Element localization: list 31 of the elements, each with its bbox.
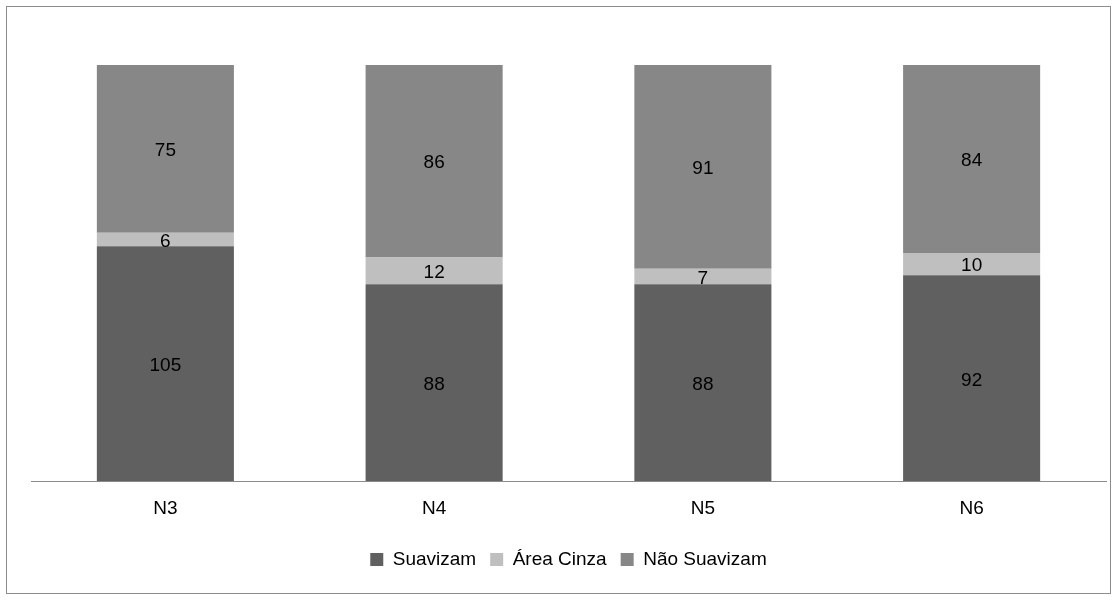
data-label: 86: [423, 151, 445, 173]
bar: [634, 65, 772, 269]
x-tick-label: N3: [153, 496, 178, 518]
data-label: 91: [692, 157, 714, 179]
bar: [365, 257, 503, 285]
x-tick-label: N4: [421, 496, 447, 518]
data-label: 6: [160, 229, 171, 251]
bar: [96, 65, 234, 233]
bar: [903, 65, 1041, 253]
data-label: 88: [692, 372, 714, 394]
data-label: 7: [697, 266, 709, 288]
bar: [634, 268, 772, 285]
data-label: 88: [423, 372, 445, 394]
bar: [903, 275, 1041, 482]
bar: [96, 232, 234, 247]
legend-label: Suavizam: [392, 547, 477, 569]
data-label: 84: [961, 149, 983, 171]
bar: [634, 284, 772, 482]
bar: [365, 284, 503, 482]
data-label: 12: [423, 261, 445, 283]
x-tick-label: N5: [690, 496, 716, 518]
legend-label: Não Suavizam: [643, 547, 767, 569]
legend-label: Área Cinza: [512, 547, 608, 569]
data-label: 105: [149, 353, 182, 375]
data-label: 75: [154, 139, 176, 161]
data-label: 10: [961, 254, 983, 276]
bar: [96, 246, 234, 482]
data-label: 92: [961, 368, 983, 390]
bar: [365, 65, 503, 258]
x-tick-label: N6: [959, 496, 984, 518]
bar: [903, 252, 1041, 276]
